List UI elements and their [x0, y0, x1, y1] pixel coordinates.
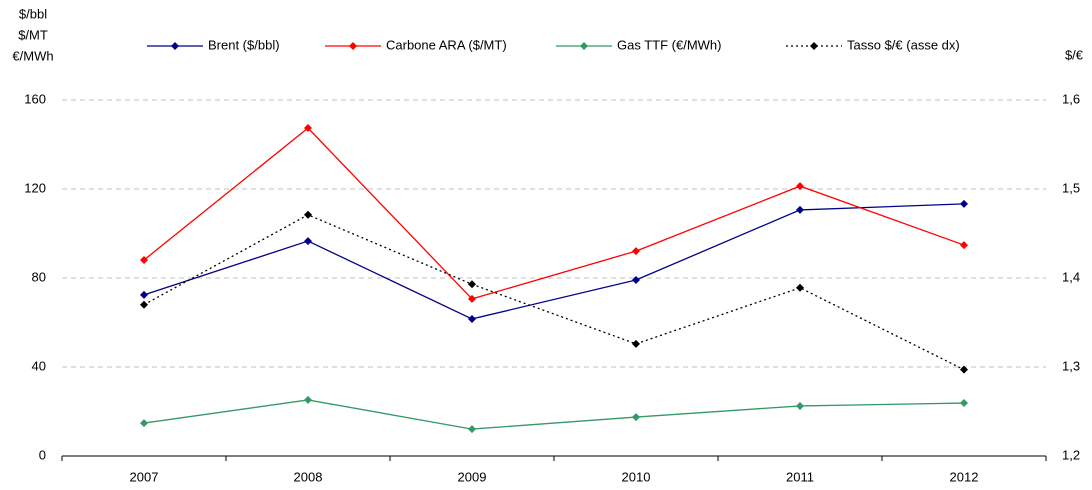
series-line — [143, 203, 965, 320]
data-point — [304, 237, 312, 246]
y2-axis-label: $/€ — [1065, 47, 1084, 62]
data-point — [960, 241, 968, 250]
data-point — [796, 182, 804, 191]
data-point — [304, 395, 312, 404]
legend-marker — [171, 42, 179, 50]
y-axis-label: $/MT — [18, 27, 48, 42]
x-tick-label: 2007 — [130, 469, 159, 484]
data-point — [140, 255, 148, 264]
series-line — [143, 399, 965, 430]
y2-tick-label: 1,5 — [1062, 180, 1080, 195]
data-point — [304, 124, 312, 133]
data-point — [960, 199, 968, 208]
legend-label: Tasso $/€ (asse dx) — [847, 37, 960, 52]
x-tick-label: 2009 — [458, 469, 487, 484]
series-line — [143, 127, 965, 300]
y-tick-label: 0 — [39, 447, 46, 462]
y2-tick-label: 1,2 — [1062, 447, 1080, 462]
y-tick-label: 120 — [24, 180, 46, 195]
y2-tick-label: 1,4 — [1062, 269, 1080, 284]
data-point — [632, 247, 640, 256]
y2-tick-label: 1,3 — [1062, 358, 1080, 373]
y-tick-label: 160 — [24, 91, 46, 106]
y-axis-label: €/MWh — [12, 48, 53, 63]
data-point — [632, 339, 640, 348]
data-point — [468, 314, 476, 323]
data-point — [140, 290, 148, 299]
y-tick-label: 80 — [32, 269, 46, 284]
data-point — [632, 413, 640, 422]
data-point — [960, 399, 968, 408]
data-point — [468, 294, 476, 303]
data-point — [140, 419, 148, 428]
y2-tick-label: 1,6 — [1062, 91, 1080, 106]
legend-label: Carbone ARA ($/MT) — [386, 37, 507, 52]
data-point — [796, 401, 804, 410]
legend-label: Gas TTF (€/MWh) — [617, 37, 721, 52]
legend-marker — [810, 42, 818, 50]
legend-marker — [349, 42, 357, 50]
x-tick-label: 2008 — [294, 469, 323, 484]
y-axis-label: $/bbl — [19, 6, 47, 21]
data-point — [304, 210, 312, 219]
x-tick-label: 2012 — [950, 469, 979, 484]
data-point — [140, 300, 148, 309]
data-point — [468, 280, 476, 289]
x-tick-label: 2010 — [622, 469, 651, 484]
legend-label: Brent ($/bbl) — [208, 37, 280, 52]
y-tick-label: 40 — [32, 358, 46, 373]
data-point — [632, 276, 640, 285]
data-point — [796, 205, 804, 214]
data-point — [468, 425, 476, 434]
data-point — [960, 365, 968, 374]
data-point — [796, 283, 804, 292]
x-tick-label: 2011 — [786, 469, 814, 484]
legend-marker — [580, 42, 588, 50]
series-line — [143, 214, 965, 371]
